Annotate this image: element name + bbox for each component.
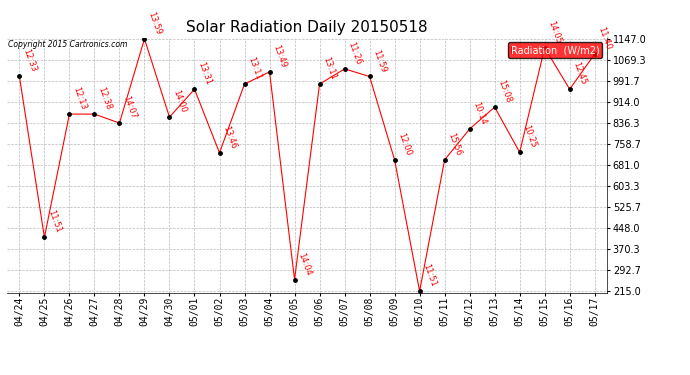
Text: 12:45: 12:45 [571, 61, 588, 86]
Legend: Radiation  (W/m2): Radiation (W/m2) [508, 42, 602, 58]
Text: 14:00: 14:00 [171, 89, 188, 114]
Text: 13:49: 13:49 [271, 44, 288, 69]
Text: 10:14: 10:14 [471, 101, 488, 126]
Title: Solar Radiation Daily 20150518: Solar Radiation Daily 20150518 [186, 20, 428, 35]
Text: Copyright 2015 Cartronics.com: Copyright 2015 Cartronics.com [8, 40, 127, 49]
Text: 13:11: 13:11 [321, 56, 337, 81]
Text: 14:05: 14:05 [546, 20, 562, 45]
Text: 11:59: 11:59 [371, 48, 388, 74]
Text: 14:04: 14:04 [296, 251, 313, 277]
Text: 13:11: 13:11 [246, 56, 262, 81]
Text: 11:51: 11:51 [421, 263, 437, 288]
Text: 13:59: 13:59 [146, 10, 162, 36]
Text: 15:08: 15:08 [496, 79, 513, 104]
Text: 15:56: 15:56 [446, 132, 462, 157]
Text: 13:46: 13:46 [221, 124, 237, 150]
Text: 12:13: 12:13 [71, 86, 88, 111]
Text: 12:00: 12:00 [396, 132, 413, 157]
Text: 11:26: 11:26 [346, 40, 362, 66]
Text: 13:31: 13:31 [196, 61, 213, 86]
Text: 11:40: 11:40 [596, 26, 613, 51]
Text: 11:51: 11:51 [46, 209, 62, 234]
Text: 12:33: 12:33 [21, 48, 37, 74]
Text: 14:07: 14:07 [121, 95, 137, 120]
Text: 12:38: 12:38 [96, 86, 112, 111]
Text: 10:25: 10:25 [521, 124, 538, 150]
